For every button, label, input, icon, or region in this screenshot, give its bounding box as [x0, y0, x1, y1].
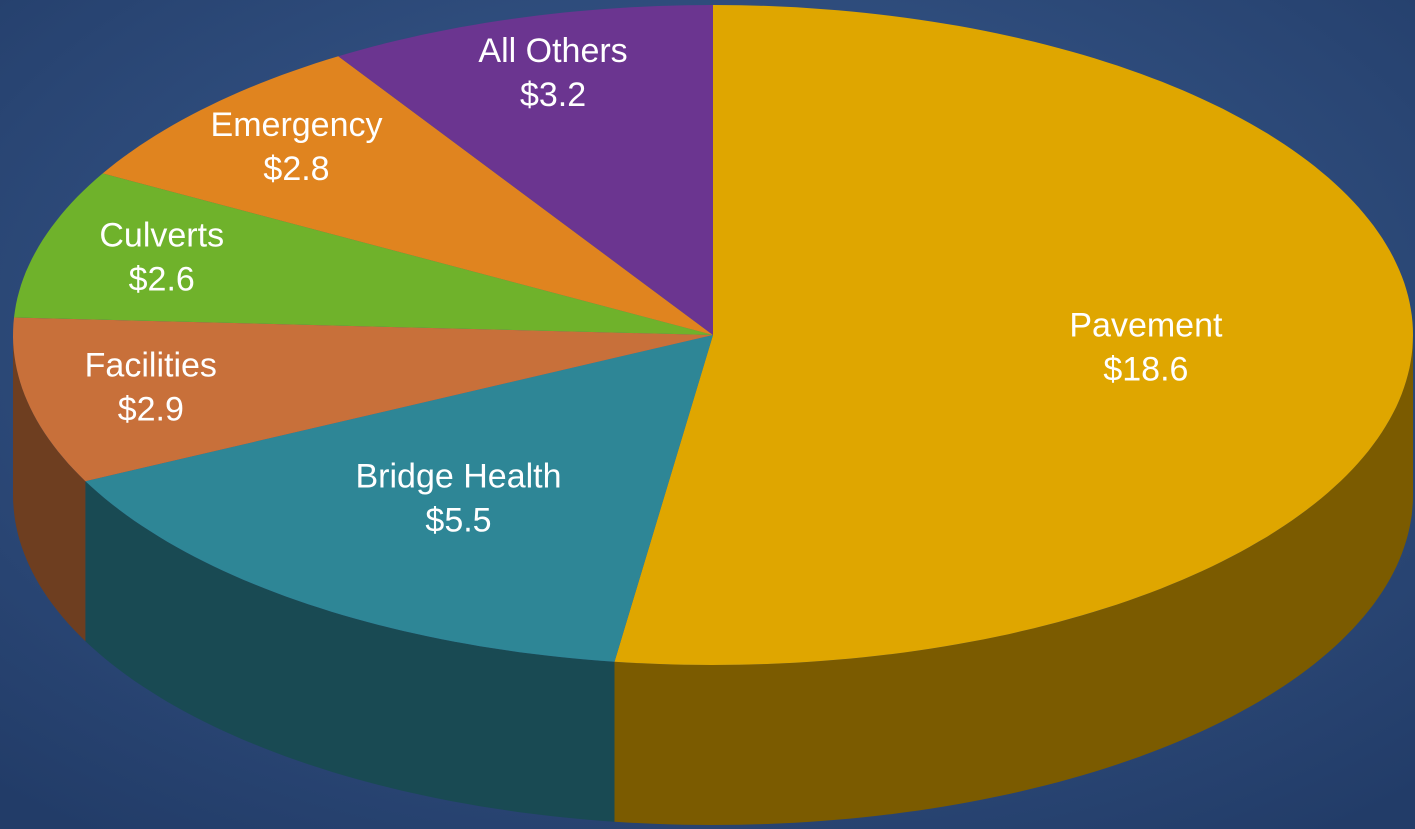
- pie-sides: [13, 335, 1413, 825]
- pie-slice: [614, 5, 1413, 665]
- pie-tops: [13, 5, 1413, 665]
- pie-slice-side: [614, 335, 1413, 825]
- slice-label: All Others: [478, 32, 627, 70]
- slice-label: Emergency: [211, 106, 383, 144]
- slice-value-label: $5.5: [425, 502, 491, 540]
- pie-slice: [14, 173, 713, 335]
- slice-label: Facilities: [85, 347, 217, 385]
- slice-value-label: $3.2: [520, 76, 586, 114]
- slice-value-label: $18.6: [1103, 350, 1188, 388]
- slice-value-label: $2.6: [129, 261, 195, 299]
- pie-slice: [85, 335, 713, 662]
- pie-labels: Pavement $18.6 Bridge Health $5.5 Facilities…: [85, 32, 1223, 540]
- pie-slice: [13, 317, 713, 482]
- slice-value-label: $2.9: [118, 391, 184, 429]
- slice-label: Pavement: [1069, 306, 1223, 344]
- slice-value-label: $2.8: [263, 150, 329, 188]
- pie-slice: [338, 5, 713, 335]
- slice-label: Culverts: [99, 217, 224, 255]
- pie-slice-side: [85, 481, 615, 822]
- pie-slice: [102, 56, 713, 335]
- pie-slice-side: [13, 335, 86, 642]
- slice-label: Bridge Health: [356, 458, 562, 496]
